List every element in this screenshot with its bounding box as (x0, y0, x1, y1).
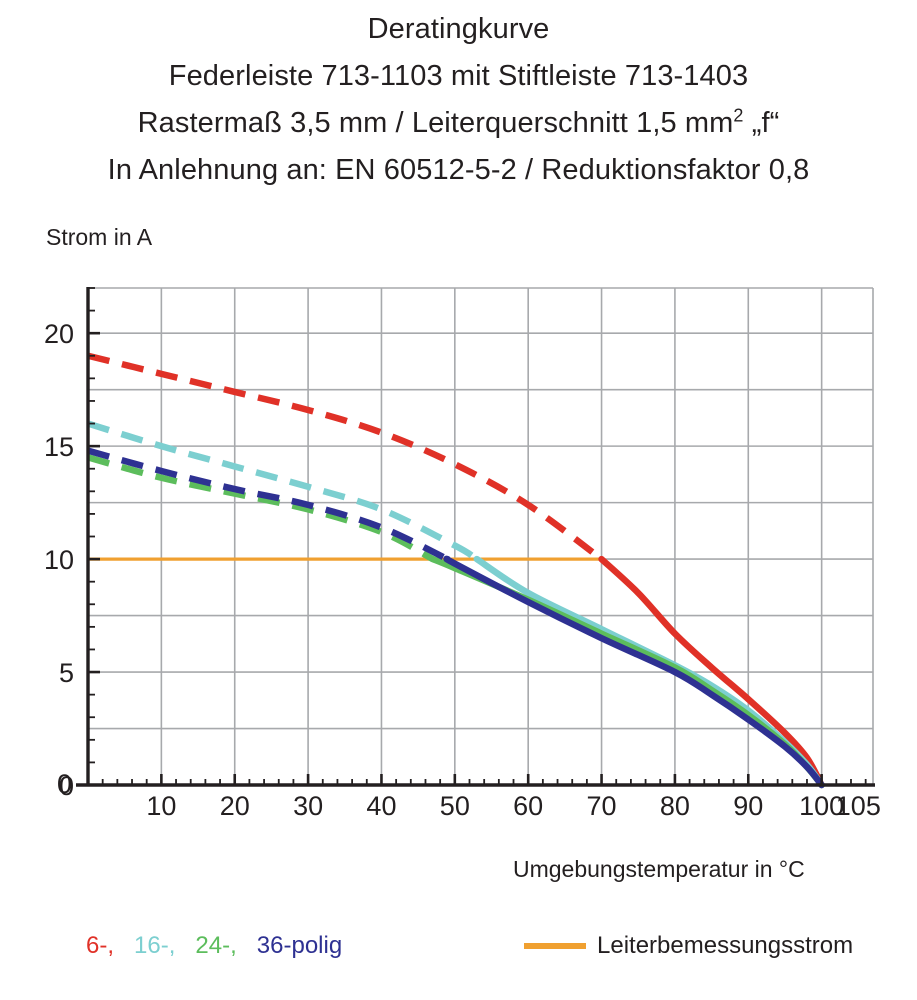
legend-rated-current-group: Leiterbemessungsstrom (524, 932, 853, 960)
grid-layer (88, 287, 874, 785)
y-axis-title: Strom in A (46, 224, 153, 250)
title-line-3-post: „f“ (743, 107, 780, 139)
x-axis-tick-label: 20 (220, 791, 250, 821)
title-line-4: In Anlehnung an: EN 60512-5-2 / Reduktio… (107, 154, 810, 186)
y-axis-tick-label: 5 (59, 658, 74, 688)
series-dashed-6-polig (87, 352, 604, 562)
legend-poles-group: 6-, 16-, 24-, 36-polig (86, 932, 342, 960)
series-dashed-24-polig (87, 454, 435, 562)
legend-item-16-polig: 16-, (134, 932, 176, 959)
x-axis-tick-label: 0 (57, 769, 72, 799)
x-axis-tick-label: 10 (146, 791, 176, 821)
x-axis-tick-label: 70 (587, 791, 617, 821)
series-dashed-36-polig (87, 447, 449, 563)
legend-item-24-polig: 24-, (195, 932, 237, 959)
x-axis-tick-label: 60 (513, 791, 543, 821)
title-line-3-pre: Rastermaß 3,5 mm / Leiterquerschnitt 1,5… (137, 107, 734, 139)
x-axis-tick-label: 90 (733, 791, 763, 821)
x-axis-tick-label: 30 (293, 791, 323, 821)
y-axis-tick-label: 0 (59, 771, 74, 801)
title-line-2: Federleiste 713-1103 mit Stiftleiste 713… (168, 60, 749, 92)
series-solid-36-polig (443, 555, 825, 789)
series-dashed-16-polig (87, 420, 479, 562)
title-line-3-superscript: 2 (733, 105, 744, 126)
series-solid-6-polig (598, 555, 825, 789)
x-axis-tick-label: 50 (440, 791, 470, 821)
y-axis-tick-label: 20 (44, 319, 74, 349)
legend-item-6-polig: 6-, (86, 932, 115, 959)
x-axis-tick-label: 100 (799, 791, 844, 821)
series-layer (87, 352, 825, 789)
x-axis-tick-label: 40 (366, 791, 396, 821)
y-axis-tick-label: 10 (44, 545, 74, 575)
title-line-3: Rastermaß 3,5 mm / Leiterquerschnitt 1,5… (0, 100, 917, 147)
x-axis-tick-label: 105 (836, 791, 881, 821)
legend-swatch-orange-line-icon (524, 943, 586, 949)
title-line-1: Deratingkurve (367, 13, 550, 45)
legend-item-36-polig: 36-polig (256, 932, 343, 959)
legend-rated-current-label: Leiterbemessungsstrom (597, 932, 854, 959)
chart-title-block: Deratingkurve Federleiste 713-1103 mit S… (0, 6, 917, 194)
legend: 6-, 16-, 24-, 36-polig Leiterbemessungss… (0, 932, 917, 982)
x-axis-tick-label: 80 (660, 791, 690, 821)
y-axis-tick-label: 15 (44, 432, 74, 462)
x-axis-title: Umgebungstemperatur in °C (513, 856, 805, 882)
axis-layer (76, 287, 875, 787)
